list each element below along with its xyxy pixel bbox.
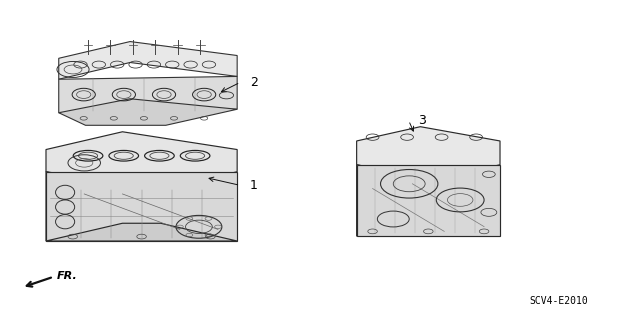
Polygon shape (59, 99, 237, 125)
Polygon shape (46, 172, 237, 241)
Polygon shape (46, 223, 237, 241)
Polygon shape (59, 76, 237, 113)
Polygon shape (356, 127, 500, 179)
Text: FR.: FR. (57, 271, 77, 281)
Polygon shape (46, 172, 122, 241)
Polygon shape (46, 132, 237, 189)
Text: 2: 2 (250, 76, 258, 89)
Text: SCV4-E2010: SCV4-E2010 (529, 296, 588, 306)
Text: 3: 3 (418, 114, 426, 127)
Polygon shape (356, 165, 420, 236)
Polygon shape (356, 165, 500, 236)
Text: 1: 1 (250, 179, 258, 192)
Polygon shape (59, 42, 237, 79)
